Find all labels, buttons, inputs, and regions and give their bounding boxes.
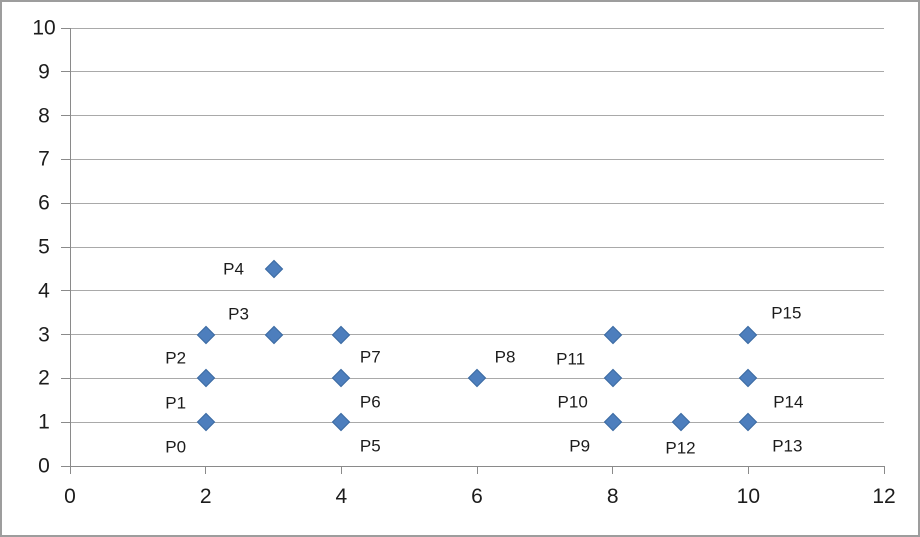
y-axis-tick <box>61 27 70 29</box>
x-axis-tick <box>747 466 749 474</box>
y-axis-label: 4 <box>38 279 50 303</box>
x-axis-tick <box>883 466 885 474</box>
y-axis-tick <box>61 290 70 292</box>
y-gridline <box>70 71 884 73</box>
data-point-P14 <box>739 369 758 388</box>
data-point-P3 <box>264 325 283 344</box>
data-label-P1: P1 <box>165 393 187 413</box>
data-point-P0 <box>196 412 215 432</box>
data-label-P4: P4 <box>223 259 244 279</box>
data-point-P10 <box>603 369 622 388</box>
y-gridline <box>70 158 884 160</box>
data-point-P2 <box>196 325 215 344</box>
data-point-P4 <box>264 259 283 279</box>
y-axis-label: 1 <box>38 410 50 434</box>
data-point-P8 <box>467 369 487 388</box>
y-axis-label: 10 <box>32 16 56 40</box>
data-label-P8: P8 <box>494 347 516 367</box>
data-label-P2: P2 <box>165 348 187 368</box>
data-label-P0: P0 <box>165 437 187 457</box>
y-axis-tick <box>61 115 70 117</box>
y-axis-label: 9 <box>38 60 50 84</box>
y-axis-tick <box>61 377 70 379</box>
data-label-P15: P15 <box>771 303 802 323</box>
y-axis-label: 2 <box>38 366 50 390</box>
y-axis-label: 0 <box>38 454 50 478</box>
data-label-P11: P11 <box>556 349 586 369</box>
y-gridline <box>70 421 884 423</box>
y-axis-tick <box>61 421 70 423</box>
data-point-P12 <box>671 412 690 432</box>
data-label-P10: P10 <box>557 392 588 412</box>
y-axis-label: 5 <box>38 235 50 259</box>
data-label-P3: P3 <box>228 304 249 324</box>
y-gridline <box>70 290 884 292</box>
x-axis-tick <box>612 466 614 474</box>
data-label-P6: P6 <box>359 392 381 412</box>
data-label-P9: P9 <box>569 436 591 456</box>
y-gridline <box>70 202 884 204</box>
x-axis-label: 4 <box>335 485 348 508</box>
data-point-P13 <box>739 412 758 432</box>
data-label-P7: P7 <box>359 347 381 367</box>
y-axis-tick <box>61 158 70 160</box>
y-axis-tick <box>61 334 70 336</box>
data-label-P14: P14 <box>773 392 804 412</box>
y-axis-label: 6 <box>38 191 50 215</box>
data-label-P5: P5 <box>359 436 381 456</box>
x-axis-label: 8 <box>606 485 619 508</box>
x-axis-tick <box>205 466 207 474</box>
y-gridline <box>70 27 884 29</box>
x-axis-tick <box>476 466 478 474</box>
y-gridline <box>70 246 884 248</box>
y-gridline <box>70 115 884 117</box>
x-axis-label: 6 <box>471 485 483 508</box>
data-label-P12: P12 <box>665 438 696 458</box>
x-axis-tick <box>340 466 342 474</box>
y-axis-tick <box>61 202 70 204</box>
x-axis-label: 2 <box>199 485 212 508</box>
data-point-P1 <box>196 369 215 388</box>
x-axis-label: 10 <box>736 485 761 508</box>
y-axis-label: 3 <box>38 323 50 347</box>
x-axis-line <box>61 465 884 467</box>
y-axis-label: 7 <box>38 147 50 171</box>
x-axis-label: 0 <box>64 485 76 508</box>
data-point-P15 <box>739 325 758 344</box>
y-axis-line <box>69 28 71 466</box>
x-axis-tick <box>69 466 71 474</box>
data-point-P11 <box>603 325 622 344</box>
y-axis-tick <box>61 71 70 73</box>
data-point-P7 <box>332 325 351 344</box>
x-axis-label: 12 <box>872 485 896 508</box>
data-point-P6 <box>332 369 351 388</box>
y-axis-tick <box>61 246 70 248</box>
data-label-P13: P13 <box>772 436 803 456</box>
y-axis-label: 8 <box>38 104 50 128</box>
data-point-P5 <box>332 412 351 432</box>
data-point-P9 <box>603 412 622 432</box>
y-gridline <box>70 334 884 336</box>
